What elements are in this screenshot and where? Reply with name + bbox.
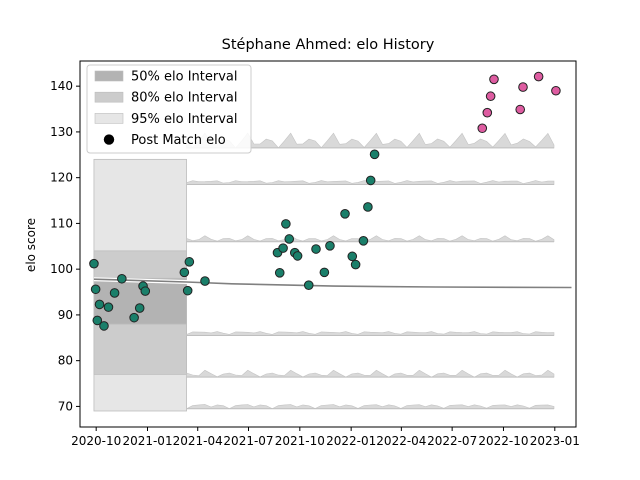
legend-swatch bbox=[94, 113, 124, 124]
elo-point-series-2 bbox=[533, 71, 544, 82]
elo-point-series-1 bbox=[184, 257, 195, 267]
mean-elo-line bbox=[93, 278, 572, 289]
y-tick-label: 100 bbox=[50, 262, 73, 276]
interval-trail bbox=[186, 331, 555, 336]
elo-point-series-2 bbox=[551, 85, 561, 96]
legend-label: 80% elo Interval bbox=[131, 91, 238, 106]
x-tick-label: 2021-10 bbox=[275, 434, 325, 448]
legend-swatch bbox=[94, 70, 124, 82]
y-tick-label: 80 bbox=[58, 354, 73, 368]
elo-point-series-1 bbox=[99, 321, 109, 331]
elo-point-series-2 bbox=[477, 123, 488, 134]
elo-point-series-1 bbox=[274, 268, 285, 278]
y-tick-label: 140 bbox=[50, 79, 73, 93]
elo-point-series-1 bbox=[284, 234, 295, 244]
x-tick-label: 2022-07 bbox=[427, 434, 477, 448]
elo-point-series-1 bbox=[365, 175, 376, 186]
legend: 50% elo Interval 80% elo Interval 95% elo … bbox=[86, 64, 252, 154]
x-tick-label: 2022-01 bbox=[326, 434, 376, 448]
elo-point-series-1 bbox=[89, 258, 99, 269]
x-tick-label: 2022-04 bbox=[376, 434, 426, 448]
elo-point-series-1 bbox=[311, 244, 321, 254]
elo-point-series-1 bbox=[182, 285, 193, 296]
elo-point-series-1 bbox=[94, 299, 105, 310]
elo-point-series-1 bbox=[347, 251, 358, 262]
x-tick-label: 2023-01 bbox=[530, 434, 580, 448]
chart-title: Stéphane Ahmed: elo History bbox=[222, 37, 435, 53]
y-tick-label: 110 bbox=[50, 216, 73, 230]
x-tick-label: 2021-04 bbox=[173, 434, 223, 448]
elo-point-series-2 bbox=[482, 107, 493, 118]
y-axis-label: elo score bbox=[24, 218, 38, 272]
elo-point-series-1 bbox=[103, 302, 114, 312]
y-tick-label: 90 bbox=[58, 308, 73, 322]
elo-point-series-2 bbox=[489, 74, 499, 85]
legend-marker bbox=[103, 134, 115, 145]
elo-point-series-2 bbox=[515, 104, 526, 115]
elo-point-series-1 bbox=[350, 259, 361, 270]
elo-point-series-1 bbox=[369, 149, 380, 160]
elo-point-series-1 bbox=[325, 241, 335, 251]
x-tick-label: 2022-10 bbox=[478, 434, 528, 448]
y-tick-label: 70 bbox=[58, 399, 73, 413]
interval-trail bbox=[186, 369, 555, 378]
x-tick-label: 2020-10 bbox=[71, 434, 121, 448]
elo-point-series-1 bbox=[134, 303, 145, 313]
elo-point-series-1 bbox=[292, 251, 303, 261]
elo-point-series-1 bbox=[109, 288, 120, 298]
legend-box bbox=[86, 64, 252, 154]
y-tick-label: 120 bbox=[50, 171, 73, 185]
interval-trail bbox=[186, 235, 555, 243]
y-tick-label: 130 bbox=[50, 125, 73, 139]
interval-trail bbox=[186, 404, 555, 409]
legend-swatch bbox=[94, 91, 124, 103]
elo-point-series-1 bbox=[340, 209, 350, 219]
elo-point-series-1 bbox=[278, 243, 288, 253]
elo-point-series-1 bbox=[179, 267, 190, 278]
elo-point-series-1 bbox=[117, 273, 127, 284]
elo-point-series-1 bbox=[319, 267, 330, 278]
elo-point-series-1 bbox=[303, 280, 314, 290]
elo-point-series-2 bbox=[485, 91, 496, 102]
legend-label: 50% elo Interval bbox=[131, 70, 238, 85]
legend-label: Post Match elo bbox=[131, 133, 226, 148]
elo-point-series-1 bbox=[358, 235, 369, 246]
elo-point-series-1 bbox=[363, 202, 373, 212]
elo-point-series-1 bbox=[281, 219, 291, 229]
x-tick-label: 2021-01 bbox=[122, 434, 172, 448]
plot-area bbox=[89, 71, 572, 412]
elo-point-series-1 bbox=[92, 315, 103, 326]
x-tick-label: 2021-07 bbox=[223, 434, 273, 448]
elo-point-series-2 bbox=[518, 82, 528, 92]
elo-point-series-1 bbox=[140, 286, 151, 296]
elo-point-series-1 bbox=[129, 312, 139, 323]
elo-point-series-1 bbox=[90, 284, 101, 295]
elo-point-series-1 bbox=[200, 276, 210, 286]
plot-frame bbox=[79, 60, 577, 428]
legend-label: 95% elo Interval bbox=[131, 112, 238, 127]
